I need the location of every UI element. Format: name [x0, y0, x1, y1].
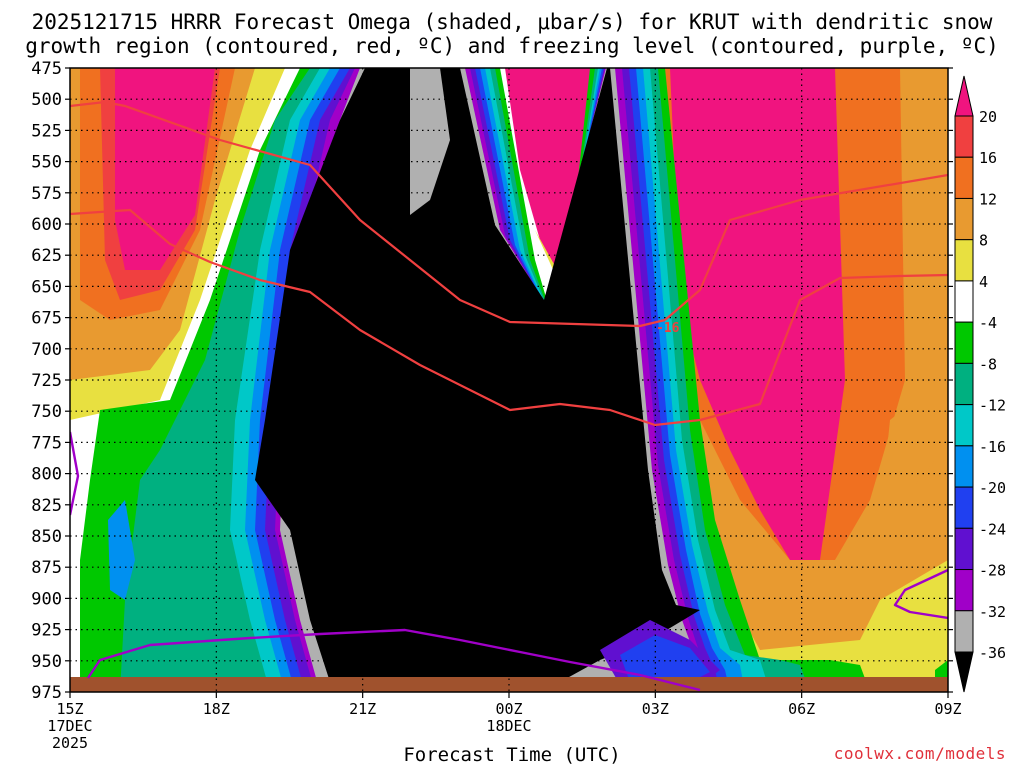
y-tick-label: 600 — [31, 215, 62, 235]
colorbar-band — [954, 280, 974, 323]
omega-region-neg36-core — [255, 68, 700, 682]
dgz-contour-label: -16 — [656, 321, 680, 336]
y-tick-label: 750 — [31, 402, 62, 422]
x-tick-label: 2025 — [52, 734, 88, 752]
colorbar-band — [954, 115, 974, 158]
colorbar-band — [954, 197, 974, 241]
colorbar-band — [954, 445, 974, 488]
colorbar-bottom-arrow — [954, 651, 974, 693]
colorbar-band — [954, 156, 974, 199]
x-tick-label: 09Z — [934, 700, 961, 718]
colorbar-label: 4 — [979, 273, 988, 291]
site-credit[interactable]: coolwx.com/models — [833, 744, 1006, 763]
colorbar-band — [954, 569, 974, 612]
y-tick-label: 575 — [31, 184, 62, 204]
y-tick-label: 775 — [31, 433, 62, 453]
colorbar-band — [954, 527, 974, 571]
colorbar-label: -32 — [979, 603, 1006, 621]
omega-region-neg-low-core — [620, 635, 710, 682]
colorbar-top-arrow — [954, 75, 974, 117]
y-tick-label: 875 — [31, 558, 62, 578]
y-tick-label: 625 — [31, 246, 62, 266]
colorbar-label: -4 — [979, 314, 997, 332]
y-tick-label: 900 — [31, 589, 62, 609]
colorbar-label: -28 — [979, 562, 1006, 580]
colorbar-label: -8 — [979, 355, 997, 373]
x-tick-label: 18Z — [203, 700, 230, 718]
colorbar-label: -24 — [979, 520, 1006, 538]
x-tick-label: 15Z — [56, 700, 83, 718]
omega-region-neg32-upper-notch — [410, 68, 450, 215]
chart-title-line2: growth region (contoured, red, ºC) and f… — [25, 34, 999, 58]
y-tick-label: 825 — [31, 496, 62, 516]
y-tick-label: 925 — [31, 621, 62, 641]
x-tick-label: 17DEC — [47, 717, 92, 735]
freezing-level-contour-left — [70, 431, 80, 516]
plot-area: -16 — [70, 68, 948, 692]
y-tick-label: 475 — [31, 59, 62, 79]
x-axis-title: Forecast Time (UTC) — [403, 744, 621, 766]
chart-title-line1: 2025121715 HRRR Forecast Omega (shaded, … — [31, 10, 993, 34]
freezing-level-contour-main — [87, 628, 701, 692]
y-tick-label: 975 — [31, 683, 62, 703]
colorbar-label: 12 — [979, 190, 997, 208]
y-tick-label: 725 — [31, 371, 62, 391]
omega-region-neg-left-streak — [108, 500, 135, 600]
y-tick-label: 850 — [31, 527, 62, 547]
colorbar-label: 8 — [979, 232, 988, 250]
colorbar-band — [954, 486, 974, 529]
y-tick-label: 675 — [31, 309, 62, 329]
x-tick-label: 06Z — [788, 700, 815, 718]
colorbar-band — [954, 362, 974, 406]
colorbar-label: -12 — [979, 397, 1006, 415]
x-tick-label: 03Z — [642, 700, 669, 718]
dgz-contour-upper-right — [664, 173, 948, 321]
colorbar-band — [954, 321, 974, 364]
dgz-contour-upper — [70, 100, 666, 328]
x-tick-label: 00Z — [495, 700, 522, 718]
y-tick-label: 525 — [31, 121, 62, 141]
y-tick-label: 700 — [31, 340, 62, 360]
y-tick-label: 950 — [31, 652, 62, 672]
freezing-level-contour-right — [893, 568, 948, 620]
y-tick-label: 550 — [31, 153, 62, 173]
colorbar-label: -16 — [979, 438, 1006, 456]
omega-region-pos-right-pocket — [885, 400, 935, 485]
dgz-contour-lower — [70, 208, 948, 427]
y-tick-label: 650 — [31, 277, 62, 297]
colorbar-band — [954, 404, 974, 447]
y-tick-label: 500 — [31, 90, 62, 110]
x-tick-label: 21Z — [349, 700, 376, 718]
colorbar-label: -20 — [979, 479, 1006, 497]
colorbar-label: 16 — [979, 149, 997, 167]
colorbar-label: -36 — [979, 644, 1006, 662]
colorbar-band — [954, 610, 974, 653]
x-tick-label: 18DEC — [486, 717, 531, 735]
colorbar-band — [954, 239, 974, 282]
y-tick-label: 800 — [31, 465, 62, 485]
colorbar-label: 20 — [979, 108, 997, 126]
